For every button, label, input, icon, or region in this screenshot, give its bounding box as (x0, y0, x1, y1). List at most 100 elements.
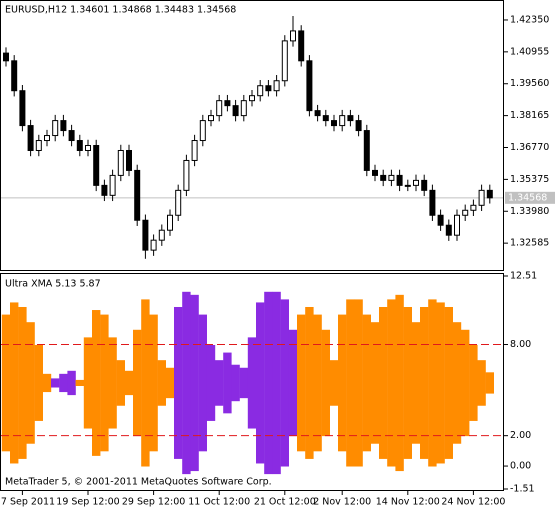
candle-body (232, 105, 239, 117)
y-tick-label: 0.00 (510, 461, 531, 472)
band-bar (247, 337, 257, 429)
candle-body (265, 85, 272, 92)
candle-body (27, 125, 34, 151)
band-bar (215, 360, 224, 406)
band-bar (485, 372, 494, 394)
candle-body (240, 100, 247, 117)
band-bar (190, 294, 199, 472)
band-bar (141, 299, 150, 467)
price-label-box (505, 191, 555, 204)
candle-body (486, 189, 493, 199)
band-bar (231, 364, 240, 402)
y-tick-label: 1.38165 (510, 110, 549, 121)
band-bar (436, 302, 445, 464)
candle-body (347, 115, 354, 122)
band-bar (379, 306, 388, 459)
copyright: MetaTrader 5, © 2001-2011 MetaQuotes Sof… (5, 477, 272, 488)
band-bar (329, 360, 339, 406)
candle-body (314, 110, 321, 117)
candle-body (101, 184, 108, 196)
band-bar (157, 360, 166, 406)
y-tick-label: 1.39560 (510, 78, 549, 89)
x-tick-label: 7 Sep 2011 (1, 497, 55, 508)
band-bar (165, 367, 175, 399)
band-bar (18, 306, 27, 459)
band-bar (116, 360, 125, 406)
candle-body (273, 80, 280, 92)
band-bar (206, 344, 216, 421)
x-tick-label: 14 Nov 12:00 (376, 497, 440, 508)
x-tick-label: 29 Sep 12:00 (122, 497, 185, 508)
candle-body (52, 120, 59, 137)
band-bar (42, 373, 52, 393)
candle-body (478, 189, 485, 206)
y-tick-label: 12.51 (510, 271, 537, 282)
candle-body (429, 189, 436, 216)
candle-body (35, 140, 42, 151)
x-tick-label: 21 Oct 12:00 (254, 497, 316, 508)
candle-body (142, 219, 149, 251)
candle-body (19, 90, 26, 127)
band-bar (370, 322, 380, 444)
y-tick-label: 1.36770 (510, 142, 549, 153)
candle-body (331, 120, 337, 127)
candle-body (445, 224, 452, 236)
candle-body (93, 145, 100, 186)
band-bar (149, 314, 158, 452)
y-tick-label: -1.51 (510, 484, 535, 495)
candle-body (76, 140, 83, 151)
band-bar (411, 322, 421, 444)
candle-body (208, 115, 214, 122)
band-bar (75, 379, 84, 386)
chart-title: EURUSD,H12 1.34601 1.34868 1.34483 1.345… (5, 5, 236, 16)
band-bar (26, 322, 35, 444)
band-bar (461, 329, 470, 437)
band-bar (256, 302, 265, 464)
band-bar (338, 314, 347, 452)
candle-body (44, 135, 50, 142)
candle-body (388, 174, 395, 181)
band-bar (387, 299, 396, 467)
candle-body (11, 60, 18, 92)
band-bar (83, 337, 93, 429)
y-tick-label: 1.33980 (510, 206, 549, 217)
band-bar (469, 344, 478, 421)
candle-body (355, 120, 362, 132)
candle-body (396, 174, 403, 186)
band-bar (10, 302, 19, 464)
band-bar (51, 378, 60, 388)
band-bar (297, 314, 306, 452)
candle-body (60, 120, 67, 132)
candle-body (68, 130, 75, 142)
x-tick-label: 2 Nov 12:00 (313, 497, 371, 508)
band-bar (223, 352, 232, 414)
band-bar (239, 367, 248, 399)
band-bar (174, 306, 183, 459)
candle-body (322, 115, 329, 122)
band-bar (34, 344, 43, 421)
band-bar (477, 360, 486, 406)
candle-body (437, 214, 444, 226)
candle-body (167, 214, 173, 231)
x-tick-label: 24 Nov 12:00 (441, 497, 505, 508)
band-bar (272, 291, 281, 475)
candle-body (298, 30, 305, 62)
band-bar (100, 314, 109, 452)
candle-body (134, 169, 141, 221)
x-tick-label: 19 Sep 12:00 (56, 497, 119, 508)
band-bar (264, 291, 273, 475)
band-bar (362, 314, 371, 452)
x-tick-label: 11 Oct 12:00 (188, 497, 250, 508)
band-bar (428, 299, 437, 467)
band-bar (395, 294, 404, 472)
candle-body (191, 140, 198, 161)
candle-body (183, 159, 190, 191)
candle-body (126, 149, 132, 171)
band-bar (452, 322, 462, 444)
candle-body (454, 214, 460, 236)
y-tick-label: 8.00 (510, 339, 531, 350)
y-tick-label: 2.00 (510, 430, 531, 441)
candle-body (216, 100, 223, 117)
band-bar (420, 306, 429, 459)
band-bar (124, 370, 134, 396)
